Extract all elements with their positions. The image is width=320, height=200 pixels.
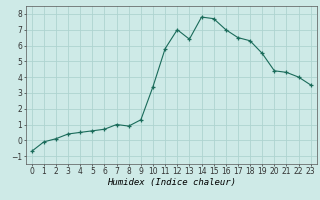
X-axis label: Humidex (Indice chaleur): Humidex (Indice chaleur) — [107, 178, 236, 187]
